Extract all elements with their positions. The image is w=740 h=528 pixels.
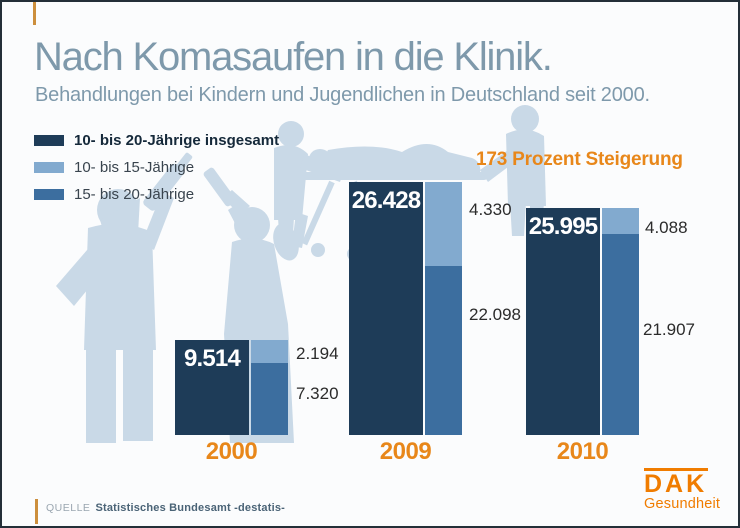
orange-top-tick (33, 2, 36, 25)
dak-gesundheit-logo: DAK Gesundheit (644, 468, 721, 512)
legend-swatch-total (34, 135, 64, 146)
old-segment-2009 (425, 266, 462, 435)
old-value-2009: 22.098 (469, 305, 521, 324)
year-label-2009: 2009 (379, 438, 432, 465)
young-segment-2009 (425, 182, 462, 266)
source-prefix: QUELLE (46, 502, 91, 514)
bar-group-2009: 26.428 (349, 182, 462, 435)
page-subtitle: Behandlungen bei Kindern und Jugendliche… (35, 84, 650, 106)
total-value-2000: 9.514 (183, 345, 241, 372)
total-value-2009: 26.428 (351, 187, 421, 214)
source-text: Statistisches Bundesamt -destatis- (95, 501, 286, 514)
young-segment-2000 (251, 340, 288, 363)
old-value-2010: 21.907 (643, 320, 695, 339)
legend-label-total: 10- bis 20-Jährige insgesamt (74, 132, 280, 149)
increase-annotation: 173 Prozent Steigerung (476, 149, 683, 170)
old-segment-2000 (251, 363, 288, 435)
dak-logo-name: DAK (644, 470, 708, 498)
young-value-2009: 4.330 (469, 200, 512, 219)
orange-source-tick (35, 499, 38, 524)
young-value-2010: 4.088 (645, 218, 688, 237)
page-title: Nach Komasaufen in die Klinik. (34, 35, 553, 79)
bar-group-2000: 9.514 (175, 340, 288, 435)
young-value-2000: 2.194 (296, 344, 339, 363)
legend: 10- bis 20-Jährige insgesamt 10- bis 15-… (34, 127, 279, 208)
stacked-bar-2009 (425, 182, 462, 435)
dak-logo-bar (644, 468, 708, 471)
old-segment-2010 (602, 234, 639, 435)
legend-item-old: 15- bis 20-Jährige (34, 181, 279, 208)
total-bar-2000: 9.514 (175, 340, 249, 435)
total-bar-2010: 25.995 (526, 208, 600, 435)
old-value-2000: 7.320 (296, 384, 339, 403)
legend-label-old: 15- bis 20-Jährige (74, 186, 195, 203)
legend-swatch-young (34, 162, 64, 173)
total-value-2010: 25.995 (528, 213, 598, 240)
stacked-bar-2010 (602, 208, 639, 435)
legend-label-young: 10- bis 15-Jährige (74, 159, 195, 176)
year-label-2000: 2000 (205, 438, 258, 465)
bar-group-2010: 25.995 (526, 208, 639, 435)
legend-item-young: 10- bis 15-Jährige (34, 154, 279, 181)
legend-item-total: 10- bis 20-Jährige insgesamt (34, 127, 279, 154)
legend-swatch-old (34, 189, 64, 200)
drinking-teen-male-silhouette (56, 152, 193, 443)
stacked-bar-2000 (251, 340, 288, 435)
young-segment-2010 (602, 208, 639, 234)
year-label-2010: 2010 (556, 438, 609, 465)
source-line: QUELLE Statistisches Bundesamt -destatis… (35, 499, 285, 525)
dak-logo-subtext: Gesundheit (644, 496, 721, 512)
total-bar-2009: 26.428 (349, 182, 423, 435)
